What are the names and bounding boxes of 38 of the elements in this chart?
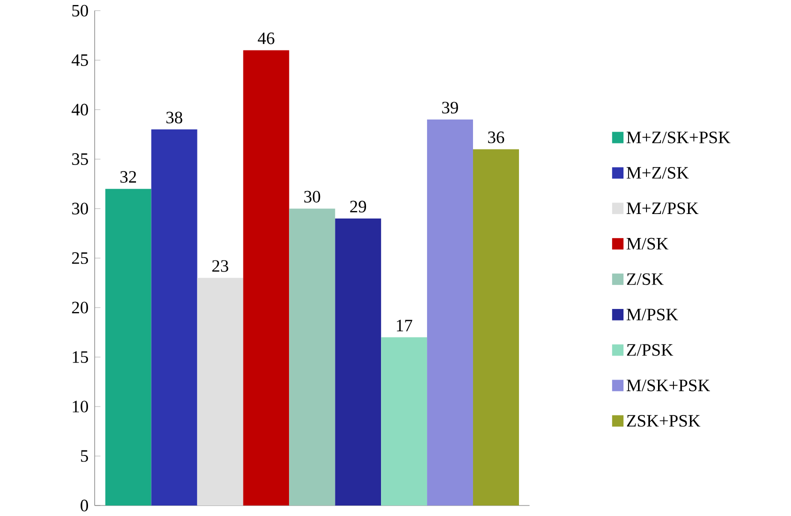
legend-label: M+Z/PSK: [626, 202, 698, 214]
y-tick-label: 50: [72, 4, 88, 16]
legend-label: M/PSK: [626, 308, 678, 320]
legend-label: ZSK+PSK: [627, 414, 700, 427]
data-label: 23: [212, 260, 228, 272]
y-tick-label: 25: [72, 252, 88, 264]
y-tick-label: 10: [72, 400, 88, 412]
bar: [427, 119, 474, 506]
y-tick-label: 15: [72, 351, 88, 363]
bar: [243, 50, 290, 506]
bar: [473, 149, 519, 506]
data-label: 17: [396, 320, 412, 332]
y-tick-label: 30: [72, 202, 88, 214]
legend-label: M+Z/SK: [626, 166, 689, 179]
bar: [335, 218, 382, 506]
legend-label: M/SK+PSK: [626, 380, 710, 392]
data-label: 38: [166, 112, 182, 124]
legend-label: Z/SK: [627, 273, 664, 285]
data-label: 39: [442, 102, 458, 114]
y-tick-label: 20: [72, 302, 88, 314]
data-label: 36: [488, 131, 504, 144]
bar: [151, 129, 198, 506]
y-tick-label: 5: [81, 450, 88, 462]
y-tick-label: 35: [72, 153, 88, 165]
data-label: 46: [258, 32, 274, 44]
data-label: 29: [350, 200, 366, 212]
legend-label: M+Z/SK+PSK: [626, 132, 730, 144]
data-label: 30: [304, 190, 320, 202]
y-tick-label: 40: [72, 104, 88, 116]
legend-label: Z/PSK: [627, 344, 674, 356]
data-label: 32: [120, 171, 136, 183]
bar: [197, 278, 244, 506]
y-tick-label: 45: [72, 54, 88, 66]
y-tick-label: 0: [80, 500, 88, 512]
bar: [289, 208, 336, 506]
legend-label: M/SK: [626, 238, 668, 250]
bar: [381, 337, 428, 506]
bar: [105, 188, 152, 506]
